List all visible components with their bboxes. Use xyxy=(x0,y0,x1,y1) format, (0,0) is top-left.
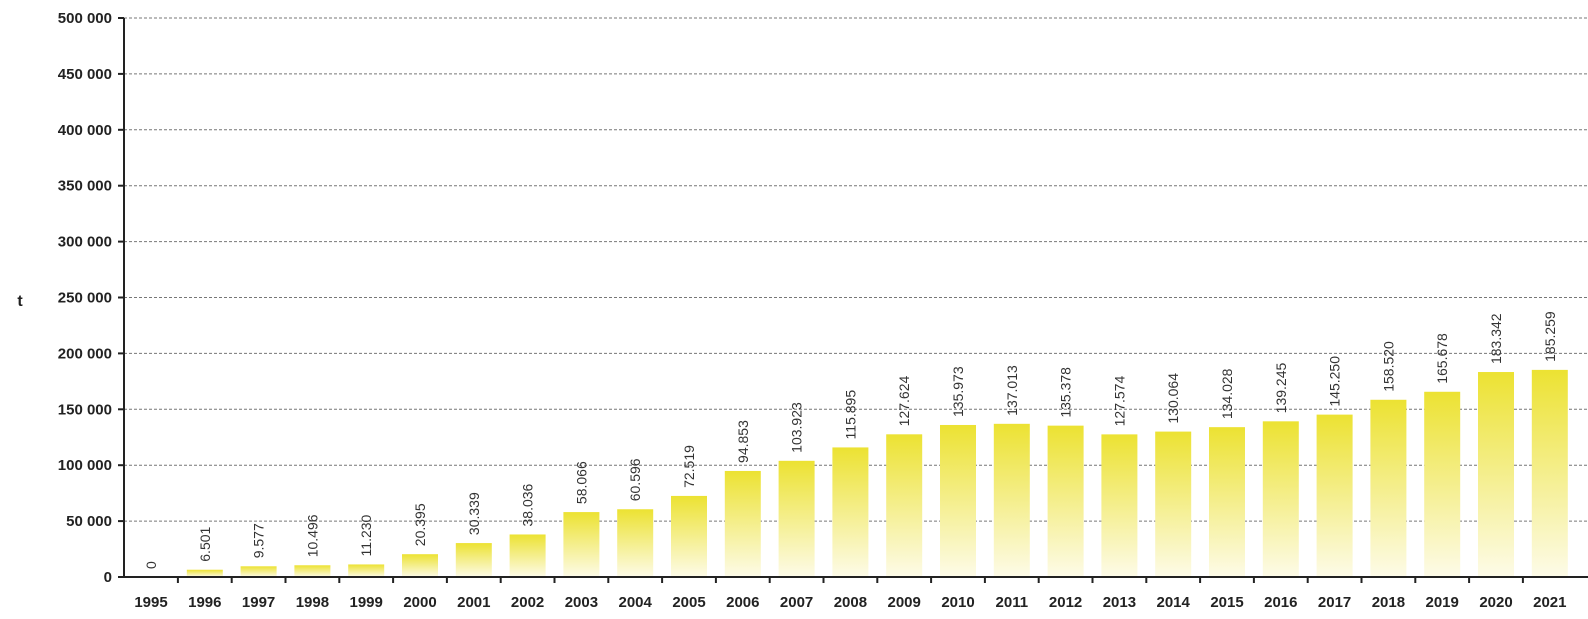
data-label: 145.250 xyxy=(1327,356,1343,407)
x-tick-labels: 1995 1996 1997 1998 1999 2000 2001 2002 2003 2004… xyxy=(134,594,1566,611)
data-label: 115.895 xyxy=(842,390,858,440)
y-tick-label: 200 000 xyxy=(58,345,112,362)
bars xyxy=(186,369,1568,577)
data-label: 137.013 xyxy=(1004,365,1020,416)
bar xyxy=(1155,431,1192,577)
data-label: 0 xyxy=(143,561,159,569)
bar xyxy=(509,534,546,577)
x-tick-label: 2011 xyxy=(996,594,1029,611)
bar xyxy=(671,495,707,577)
data-label: 30.339 xyxy=(466,492,482,535)
gridlines xyxy=(124,17,1588,522)
x-tick-label: 1997 xyxy=(242,594,275,611)
x-tick-label: 2016 xyxy=(1264,594,1297,611)
data-label: 134.028 xyxy=(1219,368,1235,419)
x-tick-label: 2008 xyxy=(834,594,867,611)
bar xyxy=(1316,414,1353,577)
data-label: 183.342 xyxy=(1488,313,1504,364)
data-label: 72.519 xyxy=(681,445,697,488)
x-tick-label: 2003 xyxy=(565,594,598,611)
x-tick-label: 1998 xyxy=(296,594,329,611)
data-label: 6.501 xyxy=(197,526,213,561)
bar xyxy=(1478,372,1514,577)
bar xyxy=(402,554,438,577)
bar xyxy=(724,470,761,577)
x-tick-label: 2017 xyxy=(1318,594,1351,611)
y-tick-label: 250 000 xyxy=(58,290,112,307)
data-label: 38.036 xyxy=(520,483,536,526)
y-tick-labels: 0 50 000 100 000 150 000 200 000 250 000 300 0… xyxy=(58,10,112,586)
x-tick-label: 2020 xyxy=(1479,594,1512,611)
x-tick-label: 2009 xyxy=(888,594,921,611)
bar xyxy=(1370,399,1407,577)
data-label: 58.066 xyxy=(573,461,589,504)
data-label: 139.245 xyxy=(1273,363,1289,414)
data-label: 127.624 xyxy=(896,375,912,426)
x-tick-label: 2012 xyxy=(1049,594,1082,611)
x-tick-label: 2000 xyxy=(403,594,436,611)
data-label: 165.678 xyxy=(1434,333,1450,384)
bar xyxy=(617,509,654,577)
bar xyxy=(563,512,600,577)
y-tick-label: 300 000 xyxy=(58,234,112,251)
bar xyxy=(348,564,385,577)
bar xyxy=(1209,427,1245,577)
y-tick-label: 0 xyxy=(104,569,112,586)
x-tick-label: 2002 xyxy=(511,594,544,611)
x-tick-label: 2014 xyxy=(1157,594,1191,611)
data-label: 135.973 xyxy=(950,366,966,417)
bar xyxy=(1047,425,1084,577)
x-tick-label: 2019 xyxy=(1426,594,1459,611)
x-tick-label: 1996 xyxy=(188,594,221,611)
data-label: 127.574 xyxy=(1111,376,1127,427)
axes xyxy=(118,17,1588,583)
data-label: 11.230 xyxy=(358,514,374,556)
y-axis-label: t xyxy=(17,293,23,310)
data-label: 9.577 xyxy=(251,523,267,558)
bar xyxy=(186,569,223,577)
x-tick-label: 2006 xyxy=(726,594,759,611)
bar xyxy=(1101,434,1138,577)
data-label: 103.923 xyxy=(789,402,805,453)
x-tick-label: 2015 xyxy=(1210,594,1243,611)
y-tick-label: 500 000 xyxy=(58,10,112,27)
data-label: 135.378 xyxy=(1058,367,1074,418)
bar xyxy=(294,565,331,577)
y-tick-label: 100 000 xyxy=(58,457,112,474)
bar xyxy=(1531,369,1568,577)
x-tick-label: 1995 xyxy=(134,594,167,611)
x-tick-label: 2007 xyxy=(780,594,813,611)
bar xyxy=(993,423,1030,577)
x-tick-label: 2013 xyxy=(1103,594,1136,611)
data-label: 94.853 xyxy=(735,420,751,463)
y-tick-label: 450 000 xyxy=(58,66,112,83)
x-tick-label: 1999 xyxy=(350,594,383,611)
bar xyxy=(455,543,492,577)
x-tick-label: 2018 xyxy=(1372,594,1405,611)
bar xyxy=(1424,391,1461,577)
data-label: 20.395 xyxy=(412,503,428,546)
data-label: 10.496 xyxy=(304,514,320,557)
data-label: 60.596 xyxy=(627,458,643,501)
x-tick-label: 2001 xyxy=(457,594,490,611)
bar xyxy=(940,424,976,577)
bar xyxy=(1262,421,1299,577)
data-labels: 0 6.501 9.577 10.496 11.230 20.395 30.339 38.03… xyxy=(143,311,1558,569)
bar xyxy=(832,447,869,577)
y-tick-label: 400 000 xyxy=(58,122,112,139)
y-tick-label: 150 000 xyxy=(58,401,112,418)
data-label: 185.259 xyxy=(1542,311,1558,362)
x-tick-label: 2004 xyxy=(619,594,653,611)
bar xyxy=(886,434,923,577)
x-tick-label: 2021 xyxy=(1533,594,1566,611)
bar xyxy=(240,566,277,577)
data-label: 158.520 xyxy=(1380,341,1396,392)
x-tick-label: 2010 xyxy=(941,594,974,611)
x-tick-label: 2005 xyxy=(672,594,705,611)
bar xyxy=(778,460,815,577)
y-tick-label: 350 000 xyxy=(58,178,112,195)
data-label: 130.064 xyxy=(1165,373,1181,424)
y-tick-label: 50 000 xyxy=(66,513,112,530)
